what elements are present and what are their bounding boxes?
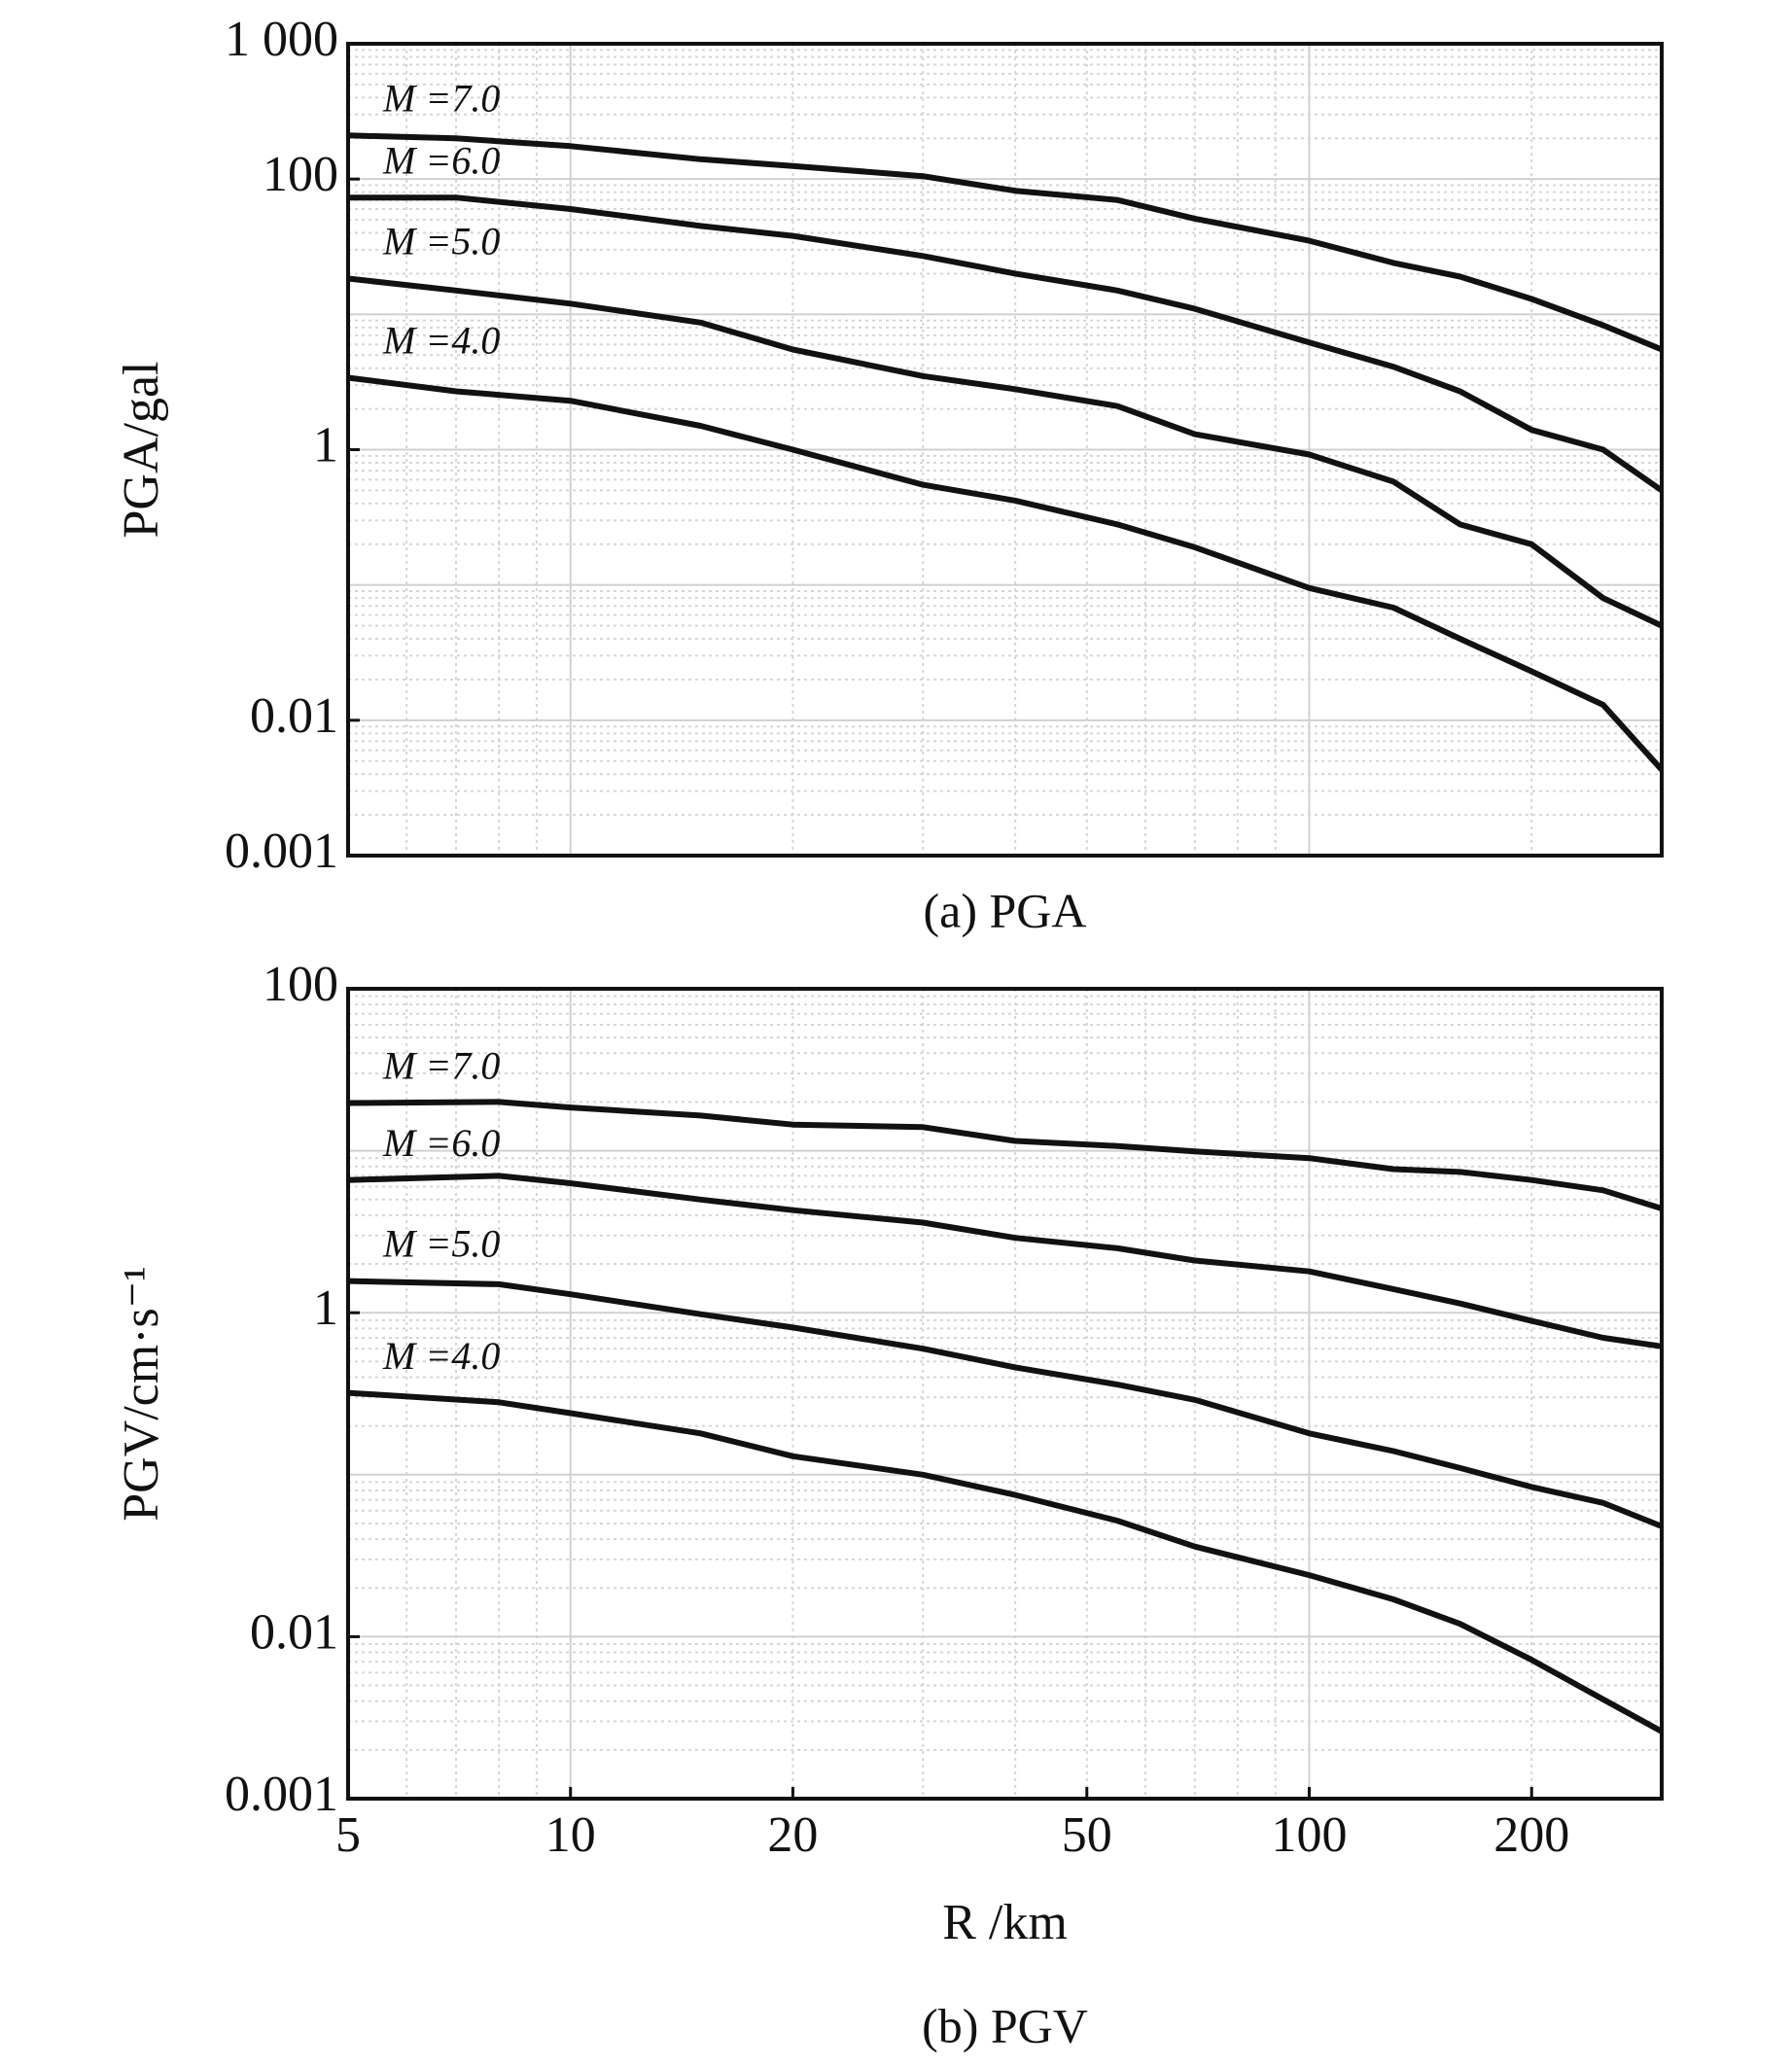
series-label: M =4.0 (382, 1334, 500, 1378)
x-tick-label: 5 (335, 1807, 361, 1863)
x-tick-label: 20 (767, 1807, 818, 1863)
series-line (347, 1389, 1664, 1734)
y-tick-label: 1 (313, 1280, 338, 1336)
y-tick-label: 100 (263, 957, 338, 1012)
series-label: M =7.0 (382, 76, 500, 120)
series-line (347, 1173, 1663, 1349)
y-tick-label: 1 000 (225, 12, 338, 67)
y-axis-label: PGA/gal (114, 362, 169, 539)
series-label: M =7.0 (382, 1044, 500, 1088)
x-tick-label: 50 (1062, 1807, 1112, 1863)
series-label: M =6.0 (382, 1121, 500, 1165)
y-tick-label: 0.001 (225, 823, 338, 879)
y-tick-label: 100 (263, 147, 338, 202)
caption: (b) PGV (922, 1998, 1088, 2052)
x-axis-label: R /km (942, 1895, 1068, 1950)
y-tick-label: 1 (313, 417, 338, 473)
series-label: M =4.0 (382, 319, 500, 363)
plot-frame (346, 42, 1664, 858)
series-line (347, 275, 1664, 629)
series-label: M =6.0 (382, 138, 500, 182)
x-tick-label: 100 (1271, 1807, 1347, 1863)
series-label: M =5.0 (382, 220, 500, 263)
series-line (348, 194, 1664, 493)
series-line (347, 1278, 1664, 1529)
x-tick-label: 10 (545, 1807, 596, 1863)
series-line (347, 132, 1664, 353)
series-line (347, 374, 1665, 772)
panel: 0.001 0.01 1 100 1 000 M =7.0 M =6.0 M =5.0 M =4… (114, 12, 1665, 937)
x-tick-label: 200 (1493, 1807, 1569, 1863)
series-line (347, 1099, 1663, 1211)
caption: (a) PGA (923, 883, 1086, 937)
series-label: M =5.0 (382, 1222, 500, 1266)
y-tick-label: 0.001 (225, 1767, 338, 1822)
plot-frame (346, 987, 1664, 1801)
y-tick-label: 0.01 (250, 1604, 338, 1660)
y-tick-label: 0.01 (250, 688, 338, 744)
panel: 0.001 0.01 1 100 5 10 20 50 100 200 M =7.0 M =6.0 M … (114, 957, 1664, 2052)
y-axis-label: PGV/cm·s⁻¹ (114, 1266, 169, 1522)
